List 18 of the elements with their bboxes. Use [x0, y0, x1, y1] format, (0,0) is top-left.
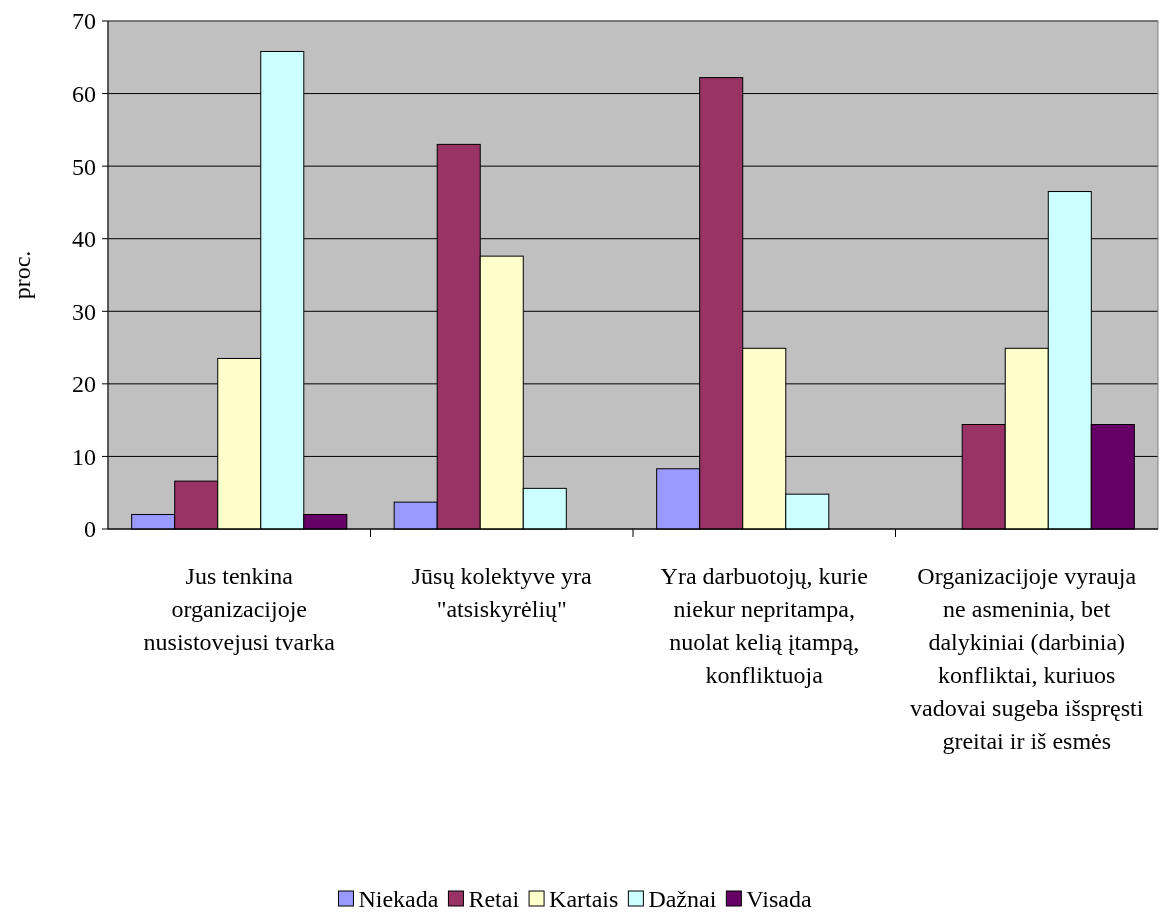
- y-tick-label: 30: [72, 298, 96, 325]
- x-tick-label: Jus tenkina organizacijoje nusistovejusi tvarka: [143, 563, 336, 655]
- y-axis-title: proc.: [9, 250, 35, 300]
- legend-label: Visada: [746, 886, 812, 912]
- x-tick-label: Organizacijoje vyrauja ne asmeninia, bet dalykiniai (darbinia) konfliktai, kuriuos vadovai sugeba išspręsti greitai ir iš esmės: [910, 563, 1144, 754]
- y-tick-label: 70: [72, 8, 96, 35]
- y-tick-label: 60: [72, 80, 96, 107]
- y-tick-label: 40: [72, 226, 96, 253]
- legend-label: Dažnai: [648, 886, 717, 912]
- y-tick-label: 20: [72, 371, 96, 398]
- y-tick-label: 0: [84, 516, 96, 543]
- x-tick-label: Yra darbuotojų, kurie niekur nepritampa, nuolat kelią įtampą, konfliktuoja: [660, 563, 868, 688]
- legend-label: Kartais: [549, 886, 619, 912]
- y-tick-label: 10: [72, 443, 96, 470]
- x-tick-label: Jūsų kolektyve yra "atsiskyrėlių": [411, 563, 593, 622]
- legend-label: Retai: [468, 886, 520, 912]
- legend-label: Niekada: [358, 886, 439, 912]
- y-tick-label: 50: [72, 153, 96, 180]
